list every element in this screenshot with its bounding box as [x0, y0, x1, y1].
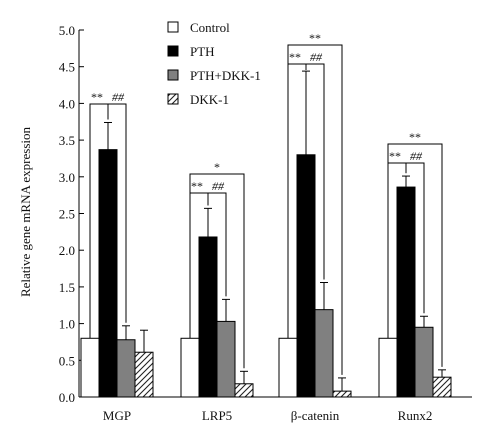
- significance-bracket: [305, 63, 325, 280]
- bar-white-3: [378, 337, 398, 398]
- y-tick-label: 0.5: [59, 353, 75, 368]
- bar-gray-3: [414, 326, 434, 398]
- significance-label: **: [289, 50, 301, 64]
- bar-black-2: [296, 154, 316, 398]
- y-tick-label: 0.0: [59, 390, 75, 405]
- legend-swatch-black: [167, 45, 179, 57]
- legend-swatch-white: [167, 21, 179, 33]
- significance-label: **: [389, 149, 401, 163]
- bars: [80, 149, 452, 398]
- bar-white-2: [278, 337, 298, 398]
- error-bars: [104, 70, 446, 392]
- y-tick-label: 2.5: [59, 207, 75, 222]
- legend-label: PTH: [190, 44, 215, 59]
- significance-label: ##: [212, 179, 225, 193]
- significance-annotations: ** ##*** ##**** ##**** ##: [89, 31, 443, 375]
- significance-label: *: [214, 160, 220, 174]
- significance-bracket: [405, 162, 425, 314]
- x-tick-label: MGP: [103, 408, 131, 423]
- significance-bracket: [107, 103, 127, 323]
- legend-label: Control: [190, 20, 230, 35]
- x-tick-label: β-catenin: [291, 408, 340, 423]
- y-axis-label: Relative gene mRNA expression: [18, 126, 33, 297]
- legend-label: DKK-1: [190, 92, 229, 107]
- significance-label: ##: [410, 149, 423, 163]
- axes: 0.0 0.5 1.0 1.5 2.0 2.5 3.0 3.5 4.0 4.5 5.0 MGP LRP5…: [59, 23, 472, 423]
- legend-swatch-hatch: [167, 93, 179, 105]
- legend: Control PTH PTH+DKK-1 DKK-1: [167, 20, 261, 107]
- significance-label: ##: [112, 90, 125, 104]
- x-tick-label: Runx2: [398, 408, 433, 423]
- significance-bracket: [207, 192, 227, 297]
- x-tick-label: LRP5: [202, 408, 232, 423]
- significance-label: **: [309, 31, 321, 45]
- bar-black-1: [198, 236, 218, 398]
- bar-white-0: [80, 337, 100, 398]
- y-tick-label: 1.5: [59, 280, 75, 295]
- bar-white-1: [180, 337, 200, 398]
- legend-label: PTH+DKK-1: [190, 68, 261, 83]
- bar-hatch-0: [134, 351, 154, 398]
- bar-hatch-3: [432, 376, 452, 398]
- y-tick-label: 2.0: [59, 243, 75, 258]
- bar-black-0: [98, 149, 118, 398]
- legend-swatch-gray: [167, 69, 179, 81]
- bar-black-3: [396, 186, 416, 398]
- bar-gray-2: [314, 309, 334, 398]
- bar-gray-1: [216, 320, 236, 398]
- bar-hatch-2: [332, 390, 352, 398]
- significance-label: ##: [310, 50, 323, 64]
- significance-label: **: [409, 130, 421, 144]
- bar-hatch-1: [234, 383, 254, 398]
- y-tick-label: 3.0: [59, 170, 75, 185]
- significance-label: **: [191, 179, 203, 193]
- y-tick-label: 1.0: [59, 317, 75, 332]
- significance-label: **: [91, 90, 103, 104]
- y-tick-label: 5.0: [59, 23, 75, 38]
- y-tick-label: 4.0: [59, 96, 75, 111]
- bar-gray-0: [116, 339, 136, 398]
- y-tick-label: 4.5: [59, 60, 75, 75]
- y-tick-label: 3.5: [59, 133, 75, 148]
